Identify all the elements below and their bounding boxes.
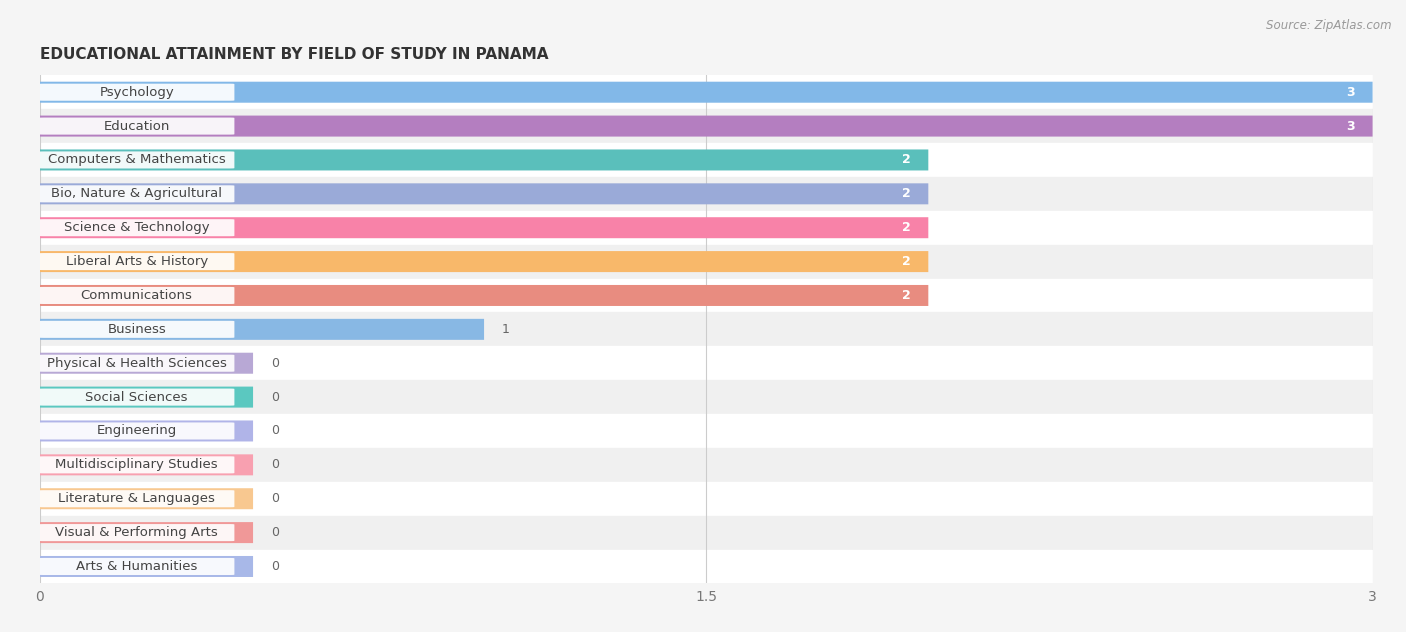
- Bar: [39, 211, 1372, 245]
- Bar: [39, 516, 1372, 550]
- Text: 0: 0: [271, 560, 278, 573]
- Text: Bio, Nature & Agricultural: Bio, Nature & Agricultural: [51, 187, 222, 200]
- Text: Liberal Arts & History: Liberal Arts & History: [66, 255, 208, 268]
- FancyBboxPatch shape: [39, 253, 235, 270]
- FancyBboxPatch shape: [39, 149, 928, 171]
- Text: Multidisciplinary Studies: Multidisciplinary Studies: [55, 458, 218, 471]
- Text: Psychology: Psychology: [100, 86, 174, 99]
- FancyBboxPatch shape: [39, 321, 235, 338]
- Text: 0: 0: [271, 391, 278, 404]
- Text: Engineering: Engineering: [97, 425, 177, 437]
- Text: Communications: Communications: [80, 289, 193, 302]
- FancyBboxPatch shape: [39, 83, 235, 100]
- Text: 0: 0: [271, 526, 278, 539]
- Text: 0: 0: [271, 356, 278, 370]
- FancyBboxPatch shape: [39, 489, 253, 509]
- Text: 2: 2: [901, 154, 911, 166]
- FancyBboxPatch shape: [39, 389, 235, 406]
- FancyBboxPatch shape: [39, 387, 253, 408]
- FancyBboxPatch shape: [39, 183, 928, 204]
- Bar: [39, 550, 1372, 583]
- Text: 2: 2: [901, 255, 911, 268]
- Text: Science & Technology: Science & Technology: [63, 221, 209, 234]
- FancyBboxPatch shape: [39, 454, 253, 475]
- Bar: [39, 312, 1372, 346]
- FancyBboxPatch shape: [39, 217, 928, 238]
- Text: EDUCATIONAL ATTAINMENT BY FIELD OF STUDY IN PANAMA: EDUCATIONAL ATTAINMENT BY FIELD OF STUDY…: [39, 47, 548, 61]
- FancyBboxPatch shape: [39, 556, 253, 577]
- FancyBboxPatch shape: [39, 118, 235, 135]
- Text: Education: Education: [104, 119, 170, 133]
- Text: Visual & Performing Arts: Visual & Performing Arts: [55, 526, 218, 539]
- Text: 0: 0: [271, 492, 278, 505]
- FancyBboxPatch shape: [39, 490, 235, 507]
- Bar: [39, 143, 1372, 177]
- FancyBboxPatch shape: [39, 524, 235, 541]
- FancyBboxPatch shape: [39, 82, 1372, 103]
- Text: 1: 1: [502, 323, 510, 336]
- FancyBboxPatch shape: [39, 185, 235, 202]
- Text: Arts & Humanities: Arts & Humanities: [76, 560, 197, 573]
- FancyBboxPatch shape: [39, 353, 253, 374]
- FancyBboxPatch shape: [39, 219, 235, 236]
- FancyBboxPatch shape: [39, 152, 235, 169]
- FancyBboxPatch shape: [39, 456, 235, 473]
- Text: 2: 2: [901, 221, 911, 234]
- Text: 2: 2: [901, 289, 911, 302]
- Text: 2: 2: [901, 187, 911, 200]
- Text: Social Sciences: Social Sciences: [86, 391, 188, 404]
- Bar: [39, 75, 1372, 109]
- Text: Literature & Languages: Literature & Languages: [58, 492, 215, 505]
- FancyBboxPatch shape: [39, 287, 235, 304]
- Text: 0: 0: [271, 425, 278, 437]
- Bar: [39, 279, 1372, 312]
- FancyBboxPatch shape: [39, 251, 928, 272]
- Bar: [39, 380, 1372, 414]
- Text: Source: ZipAtlas.com: Source: ZipAtlas.com: [1267, 19, 1392, 32]
- FancyBboxPatch shape: [39, 420, 253, 442]
- Bar: [39, 448, 1372, 482]
- Bar: [39, 109, 1372, 143]
- Text: Business: Business: [107, 323, 166, 336]
- Text: Physical & Health Sciences: Physical & Health Sciences: [46, 356, 226, 370]
- FancyBboxPatch shape: [39, 116, 1372, 137]
- FancyBboxPatch shape: [39, 355, 235, 372]
- Text: 0: 0: [271, 458, 278, 471]
- Bar: [39, 245, 1372, 279]
- Text: 3: 3: [1346, 119, 1355, 133]
- Text: 3: 3: [1346, 86, 1355, 99]
- Bar: [39, 346, 1372, 380]
- FancyBboxPatch shape: [39, 319, 484, 340]
- FancyBboxPatch shape: [39, 422, 235, 439]
- Bar: [39, 414, 1372, 448]
- Bar: [39, 482, 1372, 516]
- FancyBboxPatch shape: [39, 285, 928, 306]
- FancyBboxPatch shape: [39, 558, 235, 575]
- Bar: [39, 177, 1372, 211]
- FancyBboxPatch shape: [39, 522, 253, 543]
- Text: Computers & Mathematics: Computers & Mathematics: [48, 154, 225, 166]
